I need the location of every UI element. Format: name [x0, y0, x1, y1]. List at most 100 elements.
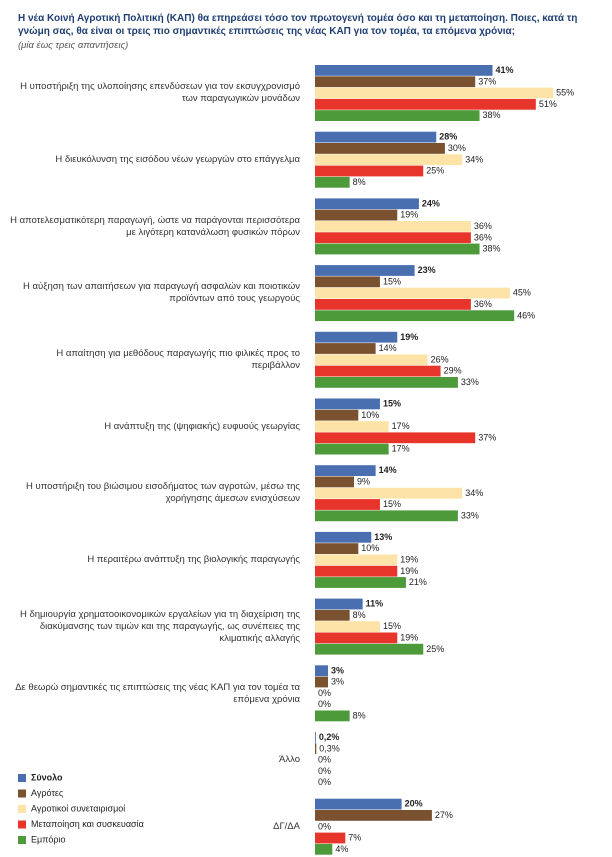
bar [315, 577, 406, 588]
legend-swatch [18, 836, 26, 844]
bar [315, 243, 480, 255]
bar [315, 221, 471, 232]
value-label: 51% [539, 99, 557, 109]
legend-swatch [18, 820, 26, 829]
value-label: 11% [366, 599, 384, 609]
legend-swatch [18, 805, 26, 813]
value-label: 25% [426, 166, 444, 176]
value-label: 23% [418, 265, 436, 275]
bar [315, 476, 354, 488]
chart-subtitle: (μία έως τρεις απαντήσεις) [18, 40, 129, 51]
bar [315, 377, 458, 388]
value-label: 13% [374, 532, 392, 542]
value-label: 27% [435, 810, 453, 820]
bar [315, 609, 350, 621]
value-label: 3% [331, 665, 344, 675]
bar [315, 632, 398, 644]
value-label: 46% [517, 310, 535, 320]
bar [315, 798, 402, 810]
legend-label: Μεταποίηση και συσκευασία [31, 819, 144, 829]
value-label: 26% [431, 354, 449, 364]
value-label: 10% [361, 410, 379, 420]
bar [315, 487, 463, 499]
value-label: 33% [461, 510, 479, 520]
category-label: Άλλο [279, 754, 300, 766]
value-label: 20% [405, 799, 423, 809]
value-label: 19% [400, 555, 418, 565]
bar [315, 131, 437, 143]
category-label: ΔΓ/ΔΑ [273, 820, 300, 832]
bar [315, 543, 359, 554]
bar [315, 832, 346, 844]
value-label: 10% [361, 543, 379, 553]
bar [315, 531, 372, 543]
category-label: Η αύξηση των απαιτήσεων για παραγωγή ασφ… [23, 281, 300, 305]
value-label: 0,3% [319, 743, 340, 753]
value-label: 24% [422, 198, 440, 208]
value-label: 4% [335, 844, 348, 854]
value-label: 37% [478, 432, 496, 442]
bar [315, 65, 493, 76]
category-label: Η περαιτέρω ανάπτυξη της βιολογικής παρα… [87, 554, 300, 566]
chart-title: Η νέα Κοινή Αγροτική Πολιτική (ΚΑΠ) θα ε… [18, 13, 578, 37]
bar [315, 154, 463, 166]
bar [315, 143, 445, 154]
value-label: 9% [357, 477, 370, 487]
value-label: 8% [353, 177, 366, 187]
bar [315, 465, 376, 476]
bar [315, 665, 328, 677]
value-label: 0,2% [319, 732, 340, 742]
legend-swatch [18, 774, 26, 782]
value-label: 34% [465, 154, 483, 164]
bar [315, 643, 424, 655]
bar [315, 331, 398, 343]
value-label: 7% [348, 833, 361, 843]
value-label: 29% [444, 366, 462, 376]
bar [315, 354, 428, 366]
bar [315, 365, 441, 377]
bar [315, 209, 398, 221]
value-label: 15% [383, 399, 401, 409]
value-label: 38% [483, 110, 501, 120]
value-label: 25% [426, 644, 444, 654]
value-label: 30% [448, 143, 466, 153]
category-label: Η υποστήριξη του βιώσιμου εισοδήματος τω… [26, 481, 300, 505]
bar [315, 265, 415, 276]
value-label: 21% [409, 577, 427, 587]
category-label: Η υποστήριξη της υλοποίησης επενδύσεων γ… [20, 81, 300, 105]
legend-label: Αγρότες [31, 788, 64, 798]
value-label: 55% [556, 88, 574, 98]
value-label: 0% [318, 699, 331, 709]
legend-label: Σύνολο [31, 772, 63, 782]
bar [315, 232, 471, 244]
value-label: 8% [353, 711, 366, 721]
legend-label: Εμπόριο [31, 834, 66, 844]
bar [315, 76, 476, 88]
value-label: 45% [513, 288, 531, 298]
bar [315, 843, 333, 855]
bar [315, 598, 363, 610]
category-label: Η διευκόλυνση της εισόδου νέων γεωργών σ… [55, 153, 300, 165]
bar [315, 554, 398, 566]
bar [315, 165, 424, 177]
value-label: 15% [383, 499, 401, 509]
bar [315, 732, 316, 743]
value-label: 15% [383, 621, 401, 631]
bar [315, 198, 419, 210]
bar [315, 176, 350, 188]
bar [315, 443, 389, 455]
value-label: 17% [392, 444, 410, 454]
bar [315, 676, 328, 688]
legend-label: Αγροτικοί συνεταιρισμοί [31, 803, 125, 813]
category-label: Δε θεωρώ σημαντικές τις επιπτώσεις της ν… [15, 681, 300, 705]
value-label: 15% [383, 276, 401, 286]
value-label: 19% [400, 633, 418, 643]
value-label: 0% [318, 755, 331, 765]
bar [315, 398, 380, 410]
value-label: 19% [400, 566, 418, 576]
value-label: 38% [483, 244, 501, 254]
value-label: 0% [318, 688, 331, 698]
value-label: 8% [353, 610, 366, 620]
bar [315, 98, 536, 110]
bar [315, 343, 376, 354]
